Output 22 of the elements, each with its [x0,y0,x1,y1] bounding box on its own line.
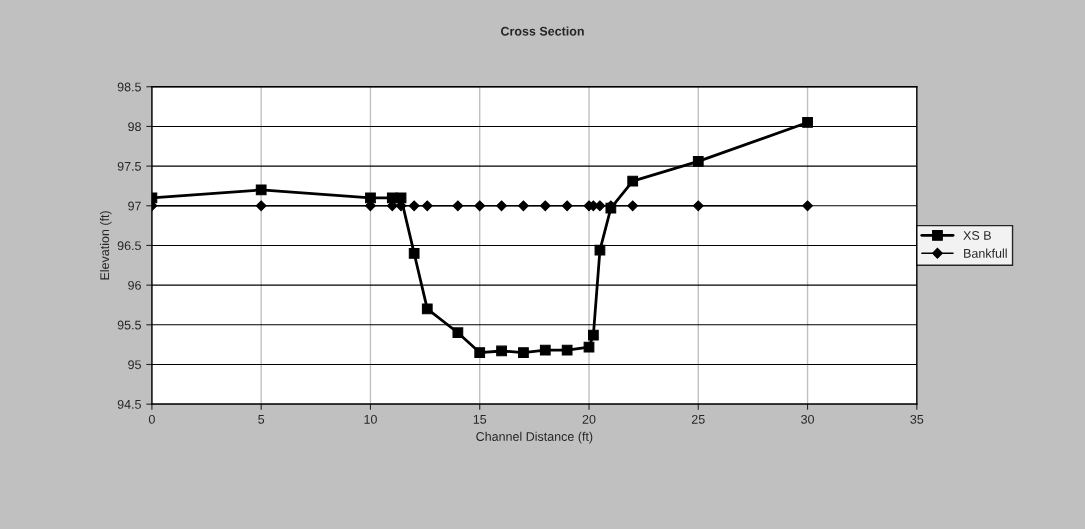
y-tick-label: 98.5 [117,82,141,92]
y-axis-title: Elevation (ft) [99,211,112,280]
y-tick-label: 96 [128,280,141,290]
x-tick-label: 25 [691,414,705,424]
x-tick-label: 0 [148,414,155,424]
y-tick-label: 95 [128,360,141,370]
x-tick-label: 15 [473,415,487,424]
y-tick-label: 96.5 [117,241,141,251]
legend-label: Bankfull [964,248,1007,258]
y-tick-label: 95.5 [117,320,141,330]
x-axis-title: Channel Distance (ft) [476,431,593,444]
x-tick-label: 5 [258,415,265,424]
x-tick-label: 35 [910,414,924,424]
x-tick-label: 20 [582,414,596,424]
legend-label: XS B [963,231,991,240]
y-tick-label: 98 [128,122,141,132]
y-tick-label: 97 [128,201,141,211]
x-tick-label: 10 [364,414,377,424]
y-tick-label: 97.5 [117,161,141,171]
x-tick-label: 30 [801,414,815,424]
y-tick-label: 94.5 [117,399,141,409]
chart-title: Cross Section [500,26,584,36]
